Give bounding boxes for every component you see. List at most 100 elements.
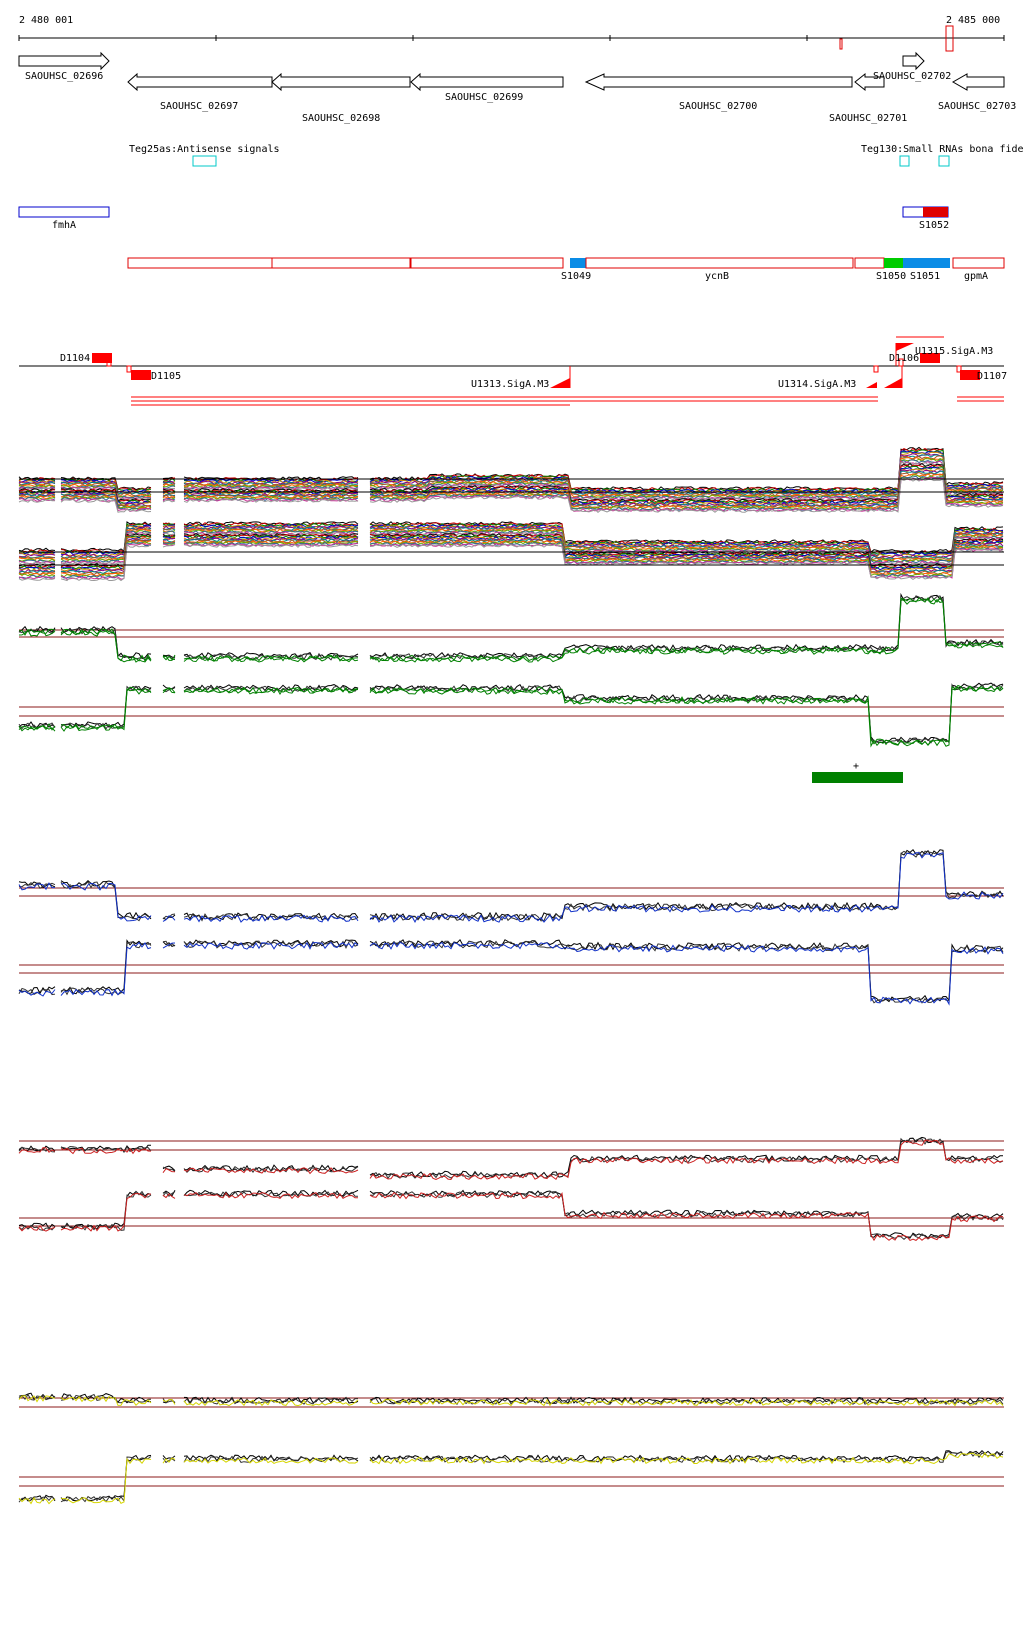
transcript-label-gpma: gpmA bbox=[964, 271, 988, 282]
ruler-start-label: 2 480 001 bbox=[19, 15, 73, 26]
gene-arrow-saouhsc-02703[interactable] bbox=[951, 73, 1005, 91]
segment-tick bbox=[106, 358, 112, 367]
segment-d1107[interactable] bbox=[960, 370, 980, 380]
green-profile-bottom bbox=[18, 684, 1004, 746]
transcript-s1050[interactable] bbox=[884, 258, 903, 268]
multi-profile-top bbox=[18, 475, 1004, 512]
segment-label-d1107: D1107 bbox=[977, 371, 1007, 382]
segmentation-track: D1104 D1105 U1313.SigA.M3 U1314.SigA.M3 … bbox=[19, 336, 1007, 406]
gene-arrow-saouhsc-02698[interactable] bbox=[271, 72, 411, 92]
gene-label-saouhsc-02702: SAOUHSC_02702 bbox=[873, 71, 951, 82]
ruler-ticks bbox=[18, 35, 1005, 41]
transcript-label-s1050: S1050 bbox=[876, 271, 906, 282]
blue-profile-top bbox=[18, 850, 1004, 923]
multi-profile-bottom bbox=[18, 521, 1004, 553]
plus-transcript-track: fmhA S1052 bbox=[18, 206, 949, 231]
gene-label-saouhsc-02699: SAOUHSC_02699 bbox=[445, 92, 523, 103]
multi-profile-bottom bbox=[18, 537, 1004, 573]
multi-profile-top bbox=[18, 453, 1004, 495]
transcript-box[interactable] bbox=[410, 257, 564, 269]
transcript-s1049[interactable] bbox=[570, 258, 586, 268]
gene-labels: SAOUHSC_02696 SAOUHSC_02697 SAOUHSC_0269… bbox=[25, 71, 1016, 124]
small-rna-track: Teg25as:Antisense signals Teg130:Small R… bbox=[129, 144, 1024, 167]
segment-label-u1315: U1315.SigA.M3 bbox=[915, 346, 993, 357]
ruler-marker-box bbox=[945, 25, 954, 52]
minus-transcript-track: S1049 ycnB S1050 S1051 gpmA bbox=[127, 257, 1005, 282]
condition-marker: + bbox=[812, 761, 903, 783]
transcript-ycnb[interactable] bbox=[585, 257, 854, 269]
transcript-box[interactable] bbox=[854, 257, 885, 269]
gene-label-saouhsc-02696: SAOUHSC_02696 bbox=[25, 71, 103, 82]
red-profile-top bbox=[18, 1139, 1004, 1181]
promoter-u1313[interactable] bbox=[550, 378, 570, 388]
transcript-box[interactable] bbox=[271, 257, 411, 269]
yellow-profile-top bbox=[18, 1393, 1004, 1406]
condition-label: + bbox=[853, 761, 859, 772]
srna-box-teg130-a[interactable] bbox=[899, 155, 910, 167]
segment-d1105[interactable] bbox=[131, 370, 151, 380]
transcript-s1051[interactable] bbox=[903, 258, 950, 268]
srna-label-teg25as: Teg25as:Antisense signals bbox=[129, 144, 280, 155]
transcript-label-ycnb: ycnB bbox=[705, 271, 729, 282]
multi-profile-bottom bbox=[18, 534, 1004, 570]
promoter-u1314-small bbox=[866, 382, 877, 388]
condition-bar[interactable] bbox=[812, 772, 903, 783]
transcript-label-fmha: fmhA bbox=[52, 220, 76, 231]
transcript-label-s1049: S1049 bbox=[561, 271, 591, 282]
gene-arrow-saouhsc-02701[interactable] bbox=[854, 72, 885, 92]
segment-label-u1313: U1313.SigA.M3 bbox=[471, 379, 549, 390]
segment-tick bbox=[898, 358, 904, 367]
ruler-marker-small bbox=[839, 38, 843, 50]
segment-tick bbox=[956, 365, 962, 373]
multi-profile-bottom bbox=[18, 543, 1004, 582]
multi-profile-bottom bbox=[18, 535, 1004, 571]
multi-profile-top bbox=[18, 449, 1004, 493]
segment-label-d1105: D1105 bbox=[151, 371, 181, 382]
red-profile-top bbox=[18, 1136, 1003, 1178]
transcript-fmha[interactable] bbox=[18, 206, 110, 218]
gene-label-saouhsc-02701: SAOUHSC_02701 bbox=[829, 113, 907, 124]
srna-box-teg130-b[interactable] bbox=[938, 155, 950, 167]
gene-arrow-saouhsc-02696[interactable] bbox=[18, 51, 110, 71]
green-profile-top bbox=[18, 592, 1004, 660]
green-profile-top bbox=[18, 598, 1004, 663]
segment-tick bbox=[873, 365, 879, 373]
expression-profiles bbox=[18, 446, 1004, 1505]
green-profile-top bbox=[18, 596, 1004, 662]
transcript-s1052-fill bbox=[923, 207, 948, 217]
transcript-box[interactable] bbox=[127, 257, 273, 269]
green-profile-bottom bbox=[18, 682, 1004, 744]
gene-arrow-saouhsc-02700[interactable] bbox=[584, 73, 853, 91]
blue-profile-top bbox=[18, 852, 1004, 923]
multi-profile-top bbox=[18, 478, 1004, 513]
multi-profile-bottom bbox=[18, 526, 1004, 560]
gene-label-saouhsc-02703: SAOUHSC_02703 bbox=[938, 101, 1016, 112]
red-profile-bottom bbox=[18, 1191, 1004, 1242]
gene-arrow-saouhsc-02697[interactable] bbox=[127, 72, 273, 92]
promoter-u1315[interactable] bbox=[896, 343, 914, 351]
red-profile-top bbox=[18, 1137, 1004, 1179]
blue-profile-bottom bbox=[18, 938, 1004, 1003]
promoter-u1314[interactable] bbox=[884, 378, 902, 388]
gene-arrow-saouhsc-02702[interactable] bbox=[902, 51, 925, 71]
segment-label-u1314: U1314.SigA.M3 bbox=[778, 379, 856, 390]
yellow-profile-bottom bbox=[18, 1449, 1004, 1502]
blue-profile-bottom bbox=[18, 940, 1004, 1004]
segment-d1106[interactable] bbox=[920, 353, 940, 363]
multi-profile-bottom bbox=[18, 531, 1004, 566]
transcript-extent-lines bbox=[131, 396, 1004, 406]
green-profile-bottom bbox=[18, 685, 1004, 748]
gene-label-saouhsc-02698: SAOUHSC_02698 bbox=[302, 113, 380, 124]
gene-label-saouhsc-02697: SAOUHSC_02697 bbox=[160, 101, 238, 112]
blue-profile-bottom bbox=[18, 941, 1004, 1006]
gene-label-saouhsc-02700: SAOUHSC_02700 bbox=[679, 101, 757, 112]
srna-box-teg25as[interactable] bbox=[192, 155, 217, 167]
segment-d1104[interactable] bbox=[92, 353, 112, 363]
segment-tick bbox=[126, 365, 132, 373]
transcript-gpma[interactable] bbox=[952, 257, 1005, 269]
transcript-label-s1052: S1052 bbox=[919, 220, 949, 231]
gene-arrow-saouhsc-02699[interactable] bbox=[410, 72, 564, 92]
srna-label-teg130: Teg130:Small RNAs bona fide bbox=[861, 144, 1024, 155]
transcript-label-s1051: S1051 bbox=[910, 271, 940, 282]
